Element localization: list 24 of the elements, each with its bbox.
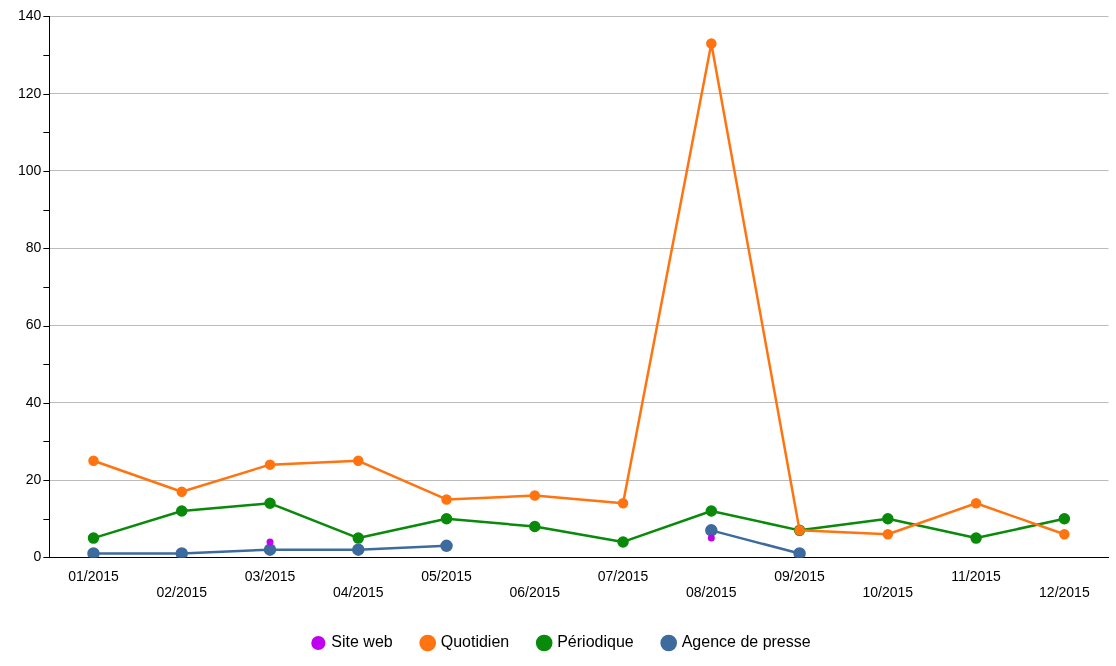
- y-tick-label: 0: [33, 548, 42, 565]
- legend-label: Quotidien: [440, 633, 510, 651]
- x-tick-label: 11/2015: [951, 567, 1002, 584]
- x-tick-label: 01/2015: [68, 567, 119, 584]
- x-tick-label: 06/2015: [509, 584, 561, 601]
- x-tick-label: 10/2015: [862, 584, 914, 601]
- y-tick-label: 120: [18, 84, 42, 101]
- y-tick-label: 40: [25, 393, 42, 410]
- y-tick-label: 80: [25, 239, 42, 256]
- x-tick-label: 02/2015: [156, 584, 208, 601]
- x-tick-label: 03/2015: [244, 567, 296, 584]
- legend-label: Agence de presse: [681, 633, 811, 651]
- x-tick-label: 08/2015: [686, 584, 737, 601]
- y-tick-label: 60: [25, 316, 42, 333]
- y-tick-label: 100: [18, 161, 42, 178]
- x-tick-label: 04/2015: [332, 584, 384, 601]
- x-tick-label: 07/2015: [597, 567, 649, 584]
- y-tick-label: 20: [25, 470, 42, 487]
- legend-label: Site web: [331, 633, 393, 651]
- x-tick-label: 12/2015: [1039, 584, 1090, 601]
- x-tick-label: 05/2015: [421, 567, 473, 584]
- legend-label: Périodique: [557, 633, 634, 651]
- y-tick-label: 140: [18, 7, 42, 24]
- x-tick-label: 09/2015: [774, 567, 826, 584]
